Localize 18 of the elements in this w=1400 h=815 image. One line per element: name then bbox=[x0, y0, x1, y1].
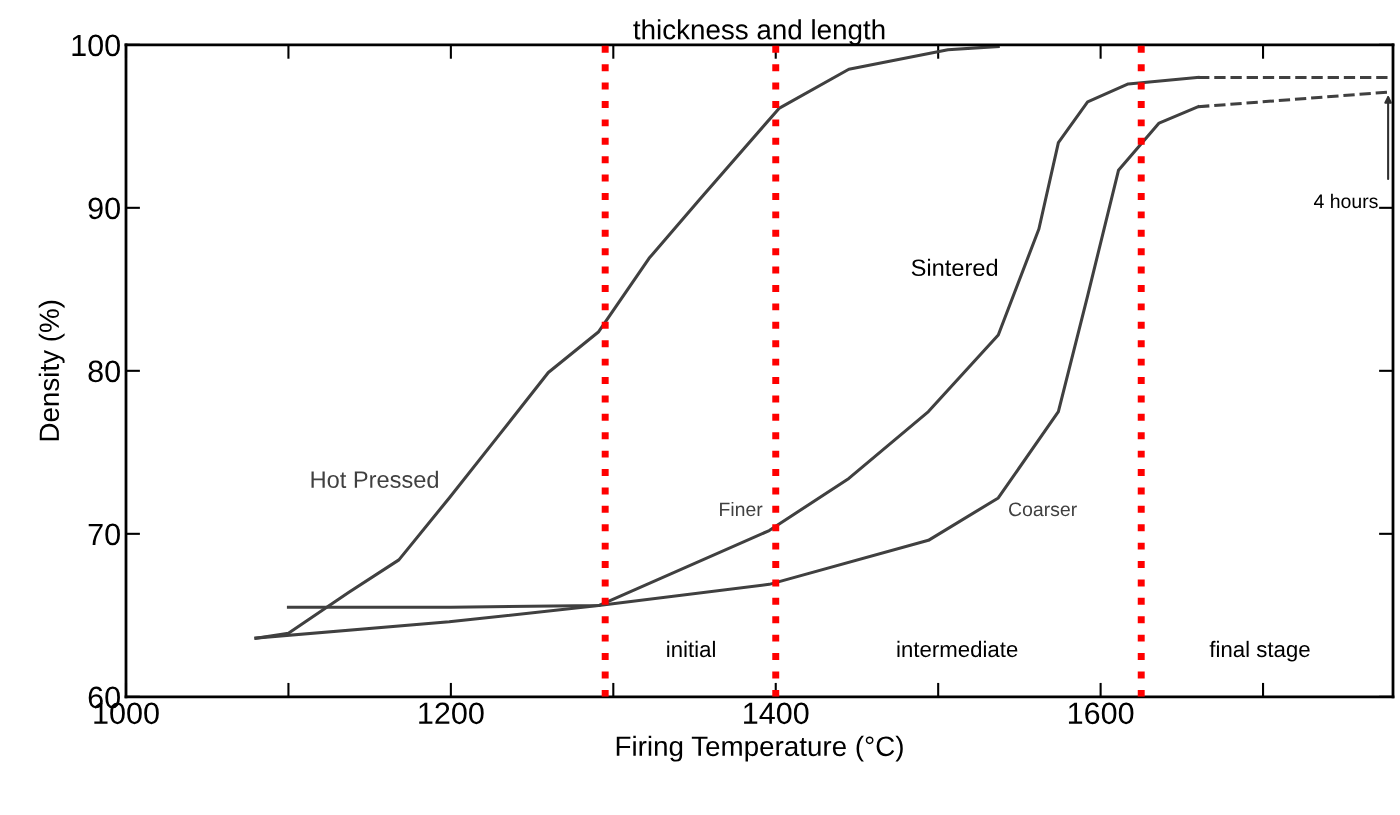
y-tick-label: 70 bbox=[88, 523, 120, 546]
series-label: Hot Pressed bbox=[311, 470, 438, 488]
annotation: intermediate bbox=[897, 640, 1018, 658]
series-label: Coarser bbox=[1009, 502, 1077, 517]
annotation: 4 hours bbox=[1313, 193, 1378, 209]
annotation: final stage bbox=[1209, 640, 1310, 662]
y-tick-label: 90 bbox=[88, 197, 120, 220]
x-tick-label: 1600 bbox=[1068, 702, 1134, 725]
y-axis-title: Density (%) bbox=[38, 300, 65, 441]
x-tick-label: 1200 bbox=[419, 702, 484, 725]
annotation: Sintered bbox=[911, 258, 998, 277]
series-label: Finer bbox=[720, 501, 763, 517]
x-tick-label: 1400 bbox=[744, 702, 809, 725]
y-tick-label: 100 bbox=[72, 34, 120, 57]
y-tick-label: 80 bbox=[88, 360, 120, 383]
annotation: initial bbox=[667, 640, 715, 658]
chart-title: thickness and length bbox=[633, 19, 885, 46]
x-axis-title: Firing Temperature (°C) bbox=[616, 735, 903, 762]
